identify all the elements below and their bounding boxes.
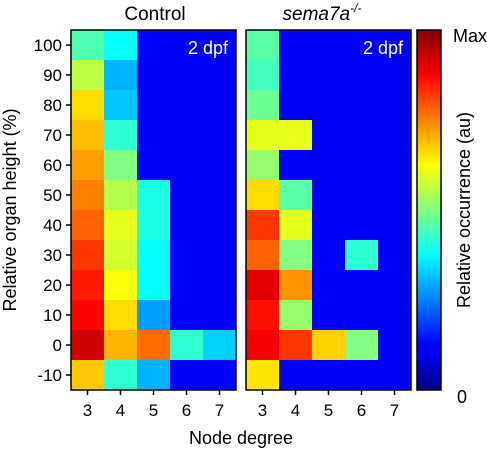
y-tick-label: 50 — [43, 186, 62, 205]
x-axis: 3 4 5 6 7 3 4 5 6 7 — [83, 390, 399, 420]
heatmap-cell — [104, 90, 137, 120]
heatmap-cell — [137, 330, 170, 360]
x-tick-label: 7 — [390, 401, 399, 420]
heatmap-cell — [104, 360, 137, 390]
colorbar — [416, 29, 442, 391]
heatmap-cell — [104, 300, 137, 330]
heatmap-cell — [71, 30, 104, 60]
heatmap-cells-control — [71, 30, 236, 390]
heatmap-cell — [246, 60, 279, 90]
heatmap-cell — [279, 300, 312, 330]
heatmap-cell — [246, 300, 279, 330]
colorbar-min-label: 0 — [457, 387, 467, 407]
x-tick-label: 5 — [149, 401, 158, 420]
heatmap-cell — [104, 150, 137, 180]
y-tick-label: 10 — [43, 306, 62, 325]
x-tick-label: 6 — [357, 401, 366, 420]
heatmap-cell — [137, 270, 170, 300]
heatmap-cell — [71, 270, 104, 300]
y-tick-label: 30 — [43, 246, 62, 265]
panel-annotation-control: 2 dpf — [188, 38, 229, 58]
heatmap-cell — [104, 180, 137, 210]
heatmap-cell — [246, 240, 279, 270]
heatmap-cell — [71, 60, 104, 90]
panel-title-control: Control — [124, 4, 185, 25]
heatmap-cell — [71, 150, 104, 180]
heatmap-cell — [170, 330, 203, 360]
colorbar-label: Relative occurrence (au) — [454, 112, 474, 308]
heatmap-cell — [104, 120, 137, 150]
heatmap-cell — [137, 360, 170, 390]
heatmap-cell — [137, 240, 170, 270]
heatmap-cell — [71, 240, 104, 270]
heatmap-cell — [279, 120, 312, 150]
heatmap-cell — [71, 180, 104, 210]
y-tick-label: -10 — [37, 366, 62, 385]
heatmap-cell — [137, 180, 170, 210]
x-tick-label: 4 — [116, 401, 125, 420]
heatmap-cell — [71, 90, 104, 120]
heatmap-cell — [246, 360, 279, 390]
x-tick-label: 3 — [83, 401, 92, 420]
heatmap-cell — [137, 300, 170, 330]
heatmap-cell — [279, 210, 312, 240]
heatmap-cell — [104, 30, 137, 60]
y-tick-label: 20 — [43, 276, 62, 295]
panel-title-sema7a-superscript: -/- — [350, 1, 361, 15]
y-tick-label: 100 — [34, 36, 62, 55]
heatmap-cell — [312, 330, 345, 360]
y-axis-label: Relative organ height (%) — [0, 108, 20, 311]
heatmap-cell — [246, 150, 279, 180]
panel-annotation-sema7a: 2 dpf — [363, 38, 404, 58]
x-tick-label: 5 — [324, 401, 333, 420]
colorbar-max-label: Max — [453, 26, 487, 46]
heatmap-cell — [246, 210, 279, 240]
heatmap-cell — [246, 30, 279, 60]
heatmap-cell — [137, 210, 170, 240]
heatmap-cell — [246, 90, 279, 120]
heatmap-cell — [104, 60, 137, 90]
heatmap-cell — [279, 330, 312, 360]
x-tick-label: 3 — [258, 401, 267, 420]
heatmap-cell — [104, 240, 137, 270]
heatmap-cell — [203, 330, 236, 360]
y-axis: -10 0 10 20 30 40 50 60 70 80 90 100 — [34, 36, 71, 385]
heatmap-cell — [71, 330, 104, 360]
panel-title-sema7a: sema7a-/- — [283, 1, 362, 25]
heatmap-cell — [71, 360, 104, 390]
heatmap-cell — [279, 180, 312, 210]
heatmap-cells-sema7a — [246, 30, 378, 390]
heatmap-cell — [246, 270, 279, 300]
heatmap-cell — [71, 300, 104, 330]
y-tick-label: 90 — [43, 66, 62, 85]
heatmap-cell — [279, 240, 312, 270]
heatmap-cell — [345, 330, 378, 360]
y-tick-label: 80 — [43, 96, 62, 115]
heatmap-cell — [345, 240, 378, 270]
y-tick-label: 60 — [43, 156, 62, 175]
heatmap-cell — [246, 180, 279, 210]
heatmap-cell — [104, 210, 137, 240]
heatmap-cell — [71, 210, 104, 240]
heatmap-cell — [279, 270, 312, 300]
heatmap-cell — [246, 330, 279, 360]
x-axis-label: Node degree — [189, 428, 293, 448]
y-tick-label: 70 — [43, 126, 62, 145]
y-tick-label: 0 — [53, 336, 62, 355]
heatmap-cell — [104, 330, 137, 360]
x-tick-label: 4 — [291, 401, 300, 420]
heatmap-cell — [246, 120, 279, 150]
panel-title-sema7a-name: sema7a — [283, 4, 351, 25]
y-tick-label: 40 — [43, 216, 62, 235]
heatmap-cell — [104, 270, 137, 300]
x-tick-label: 7 — [215, 401, 224, 420]
heatmap-cell — [71, 120, 104, 150]
x-tick-label: 6 — [182, 401, 191, 420]
